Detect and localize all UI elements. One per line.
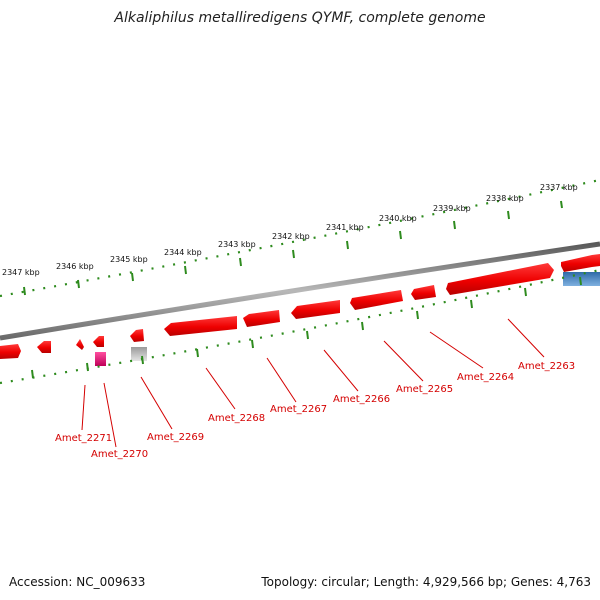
gene-arrow[interactable] (37, 341, 51, 353)
inner-scale-ring (0, 268, 600, 385)
gene-arrow[interactable] (446, 263, 554, 295)
rrna-feature[interactable] (563, 272, 600, 286)
misc-feature[interactable] (131, 347, 147, 361)
gene-arrow[interactable] (93, 336, 104, 347)
gene-arrow[interactable] (76, 339, 84, 350)
genome-title: Alkaliphilus metalliredigens QYMF, compl… (114, 10, 486, 26)
gene-leader-lines (81, 318, 545, 448)
scale-label: 2346 kbp (56, 262, 94, 271)
gene-arrow[interactable] (243, 310, 280, 327)
trna-feature[interactable] (95, 352, 106, 366)
scale-label: 2340 kbp (379, 214, 417, 223)
accession-text: Accession: NC_009633 (9, 575, 146, 589)
gene-arrow[interactable] (0, 344, 21, 359)
gene-arrow[interactable] (130, 329, 144, 342)
gene-label[interactable]: Amet_2264 (457, 372, 514, 383)
outer-major-ticks (23, 200, 563, 296)
gene-label[interactable]: Amet_2268 (208, 413, 265, 424)
gene-label[interactable]: Amet_2271 (55, 433, 112, 444)
genome-summary-text: Topology: circular; Length: 4,929,566 bp… (261, 575, 591, 589)
gene-arrow[interactable] (350, 290, 403, 310)
gene-label[interactable]: Amet_2267 (270, 404, 327, 415)
scale-label: 2347 kbp (2, 268, 40, 277)
gene-label[interactable]: Amet_2263 (518, 361, 575, 372)
gene-label[interactable]: Amet_2270 (91, 449, 148, 460)
gene-arrow[interactable] (411, 285, 436, 300)
inner-major-ticks (31, 276, 582, 379)
scale-label: 2337 kbp (540, 183, 578, 192)
scale-label: 2338 kbp (486, 194, 524, 203)
scale-label: 2341 kbp (326, 223, 364, 232)
scale-label: 2344 kbp (164, 248, 202, 257)
gene-arrow[interactable] (291, 300, 340, 319)
gene-label[interactable]: Amet_2269 (147, 432, 204, 443)
gene-arrow[interactable] (164, 316, 237, 336)
gene-label[interactable]: Amet_2265 (396, 384, 453, 395)
gene-arrow[interactable] (561, 254, 600, 272)
scale-label: 2343 kbp (218, 240, 256, 249)
gene-label[interactable]: Amet_2266 (333, 394, 390, 405)
scale-label: 2339 kbp (433, 204, 471, 213)
forward-strand-genes (0, 254, 600, 359)
scale-label: 2342 kbp (272, 232, 310, 241)
scale-label: 2345 kbp (110, 255, 148, 264)
genome-backbone (0, 241, 600, 341)
